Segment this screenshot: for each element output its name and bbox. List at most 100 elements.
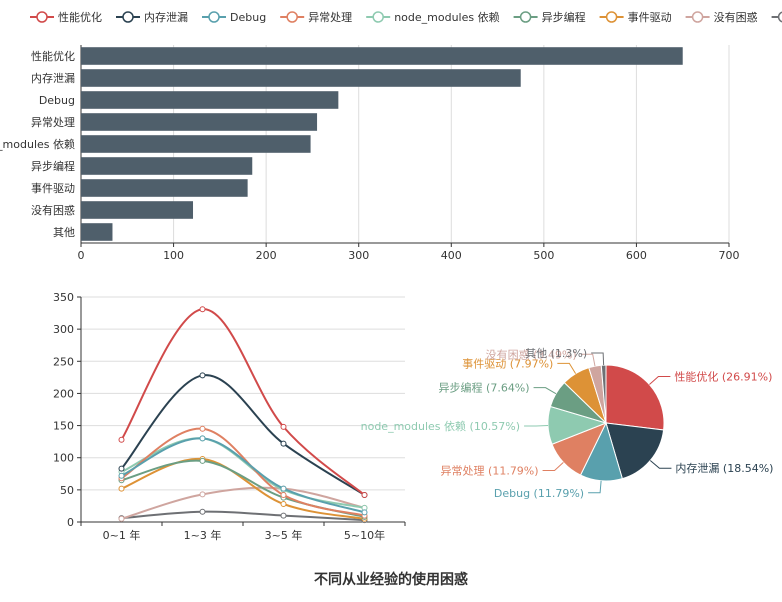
- pie-chart: 性能优化 (26.91%) 内存泄漏 (18.54%) Debug (11.79%)…: [361, 347, 774, 500]
- bar-x-tick-label: 200: [256, 249, 277, 262]
- bar: [81, 157, 253, 175]
- pie-label-leader: [533, 387, 557, 395]
- line-series-path: [121, 510, 365, 522]
- legend-swatch-marker: [691, 11, 704, 23]
- bar: [81, 201, 194, 219]
- legend-item: 没有困惑: [685, 10, 758, 24]
- pie-slice-label: Debug (11.79%): [494, 487, 584, 500]
- line-point: [118, 465, 125, 472]
- bar-category-label: 没有困惑: [31, 203, 75, 217]
- line-point: [199, 435, 206, 442]
- bar-category-label: Debug: [39, 94, 75, 107]
- pie-slice-label: 其他 (1.3%): [525, 347, 587, 360]
- legend-item: 异步编程: [513, 10, 586, 24]
- pie-label-leader: [649, 376, 671, 385]
- legend-item: 异常处理: [280, 11, 352, 24]
- legend-swatch-marker: [777, 11, 782, 23]
- line-point: [361, 509, 368, 516]
- legend-label: 异步编程: [542, 10, 586, 24]
- line-y-tick-label: 150: [53, 420, 74, 433]
- bar: [81, 179, 248, 197]
- pie-slice-label: 性能优化 (26.91%): [674, 370, 772, 384]
- legend-label: node_modules 依赖: [394, 11, 499, 24]
- legend-item: 内存泄漏: [116, 10, 188, 24]
- line-series-path: [121, 486, 365, 520]
- pie-label-leader: [588, 480, 602, 494]
- pie-label-leader: [542, 461, 564, 471]
- line-point: [118, 515, 125, 522]
- bar-category-label: 性能优化: [31, 49, 75, 63]
- bar-x-tick-label: 600: [626, 249, 647, 262]
- bar-x-tick-label: 500: [533, 249, 554, 262]
- line-y-tick-label: 300: [53, 323, 74, 336]
- bar-x-tick-label: 100: [163, 249, 184, 262]
- line-series-path: [121, 437, 365, 514]
- bar: [81, 135, 311, 153]
- line-point: [280, 492, 287, 498]
- line-point: [118, 485, 125, 492]
- line-point: [280, 440, 287, 447]
- pie-label-leader: [580, 353, 596, 367]
- bar-x-tick-label: 700: [719, 249, 740, 262]
- line-x-tick-label: 1~3 年: [184, 528, 222, 542]
- line-series: [118, 435, 368, 516]
- pie-slice: [605, 364, 665, 431]
- legend-label: 性能优化: [58, 10, 102, 24]
- chart-title: 不同从业经验的使用困惑: [314, 571, 468, 588]
- line-point: [199, 457, 206, 464]
- line-point: [118, 436, 125, 443]
- bar-category-label: 其他: [53, 226, 75, 239]
- legend-swatch-marker: [36, 11, 48, 23]
- line-point: [199, 425, 206, 432]
- line-series-path: [120, 308, 366, 496]
- line-x-tick-label: 3~5 年: [265, 528, 303, 542]
- line-series-path: [121, 457, 365, 520]
- bar-category-label: 异步编程: [31, 159, 75, 173]
- line-x-tick-label: 0~1 年: [103, 528, 141, 542]
- bar-x-tick-label: 300: [348, 249, 369, 262]
- legend-swatch-marker: [208, 11, 220, 23]
- line-point: [280, 501, 287, 507]
- line-point: [280, 485, 287, 492]
- line-point: [199, 306, 206, 313]
- legend-item: node_modules 依赖: [366, 11, 500, 24]
- legend-item: 事件驱动: [599, 11, 672, 24]
- line-y-tick-label: 200: [53, 387, 74, 400]
- legend-swatch-marker: [286, 11, 298, 23]
- line-chart: 0 50 100 150 200 250 300 350 0~1 年 1~3 年 3~5 年 5~10…: [53, 291, 406, 542]
- legend: 性能优化 内存泄漏 Debug 异常处理 node_modules 依赖 异步编程 事件驱动…: [30, 10, 782, 24]
- bar-x-tick-label: 0: [78, 249, 85, 262]
- legend-label: 事件驱动: [628, 11, 672, 24]
- pie-slice-label: 没有困惑 (3.49%): [486, 347, 577, 361]
- bar: [81, 113, 318, 131]
- pie-slice-label: node_modules 依赖 (10.57%): [361, 420, 520, 433]
- pie-label-leader: [557, 362, 577, 374]
- legend-item: 性能优化: [30, 10, 102, 24]
- legend-item: 其他: [771, 11, 782, 23]
- line-y-tick-label: 100: [53, 452, 74, 465]
- line-y-tick-label: 250: [53, 355, 74, 368]
- legend-label: Debug: [230, 11, 266, 24]
- line-series: [118, 508, 368, 524]
- legend-label: 没有困惑: [714, 10, 758, 24]
- bar-category-label: node_modules 依赖: [0, 138, 75, 151]
- line-x-tick-label: 5~10年: [344, 528, 385, 542]
- legend-swatch-marker: [372, 11, 384, 23]
- line-point: [361, 492, 368, 498]
- line-series-path: [120, 427, 365, 517]
- line-y-tick-label: 350: [53, 291, 74, 304]
- pie-label-leader: [649, 460, 672, 469]
- bar-category-label: 异常处理: [31, 116, 75, 129]
- line-point: [199, 508, 206, 515]
- line-point: [280, 512, 287, 519]
- line-series: [118, 306, 368, 498]
- line-point: [199, 491, 206, 498]
- line-point: [118, 472, 125, 479]
- line-point: [280, 423, 287, 430]
- legend-item: Debug: [202, 11, 266, 24]
- bar: [81, 223, 113, 241]
- bar: [81, 91, 339, 109]
